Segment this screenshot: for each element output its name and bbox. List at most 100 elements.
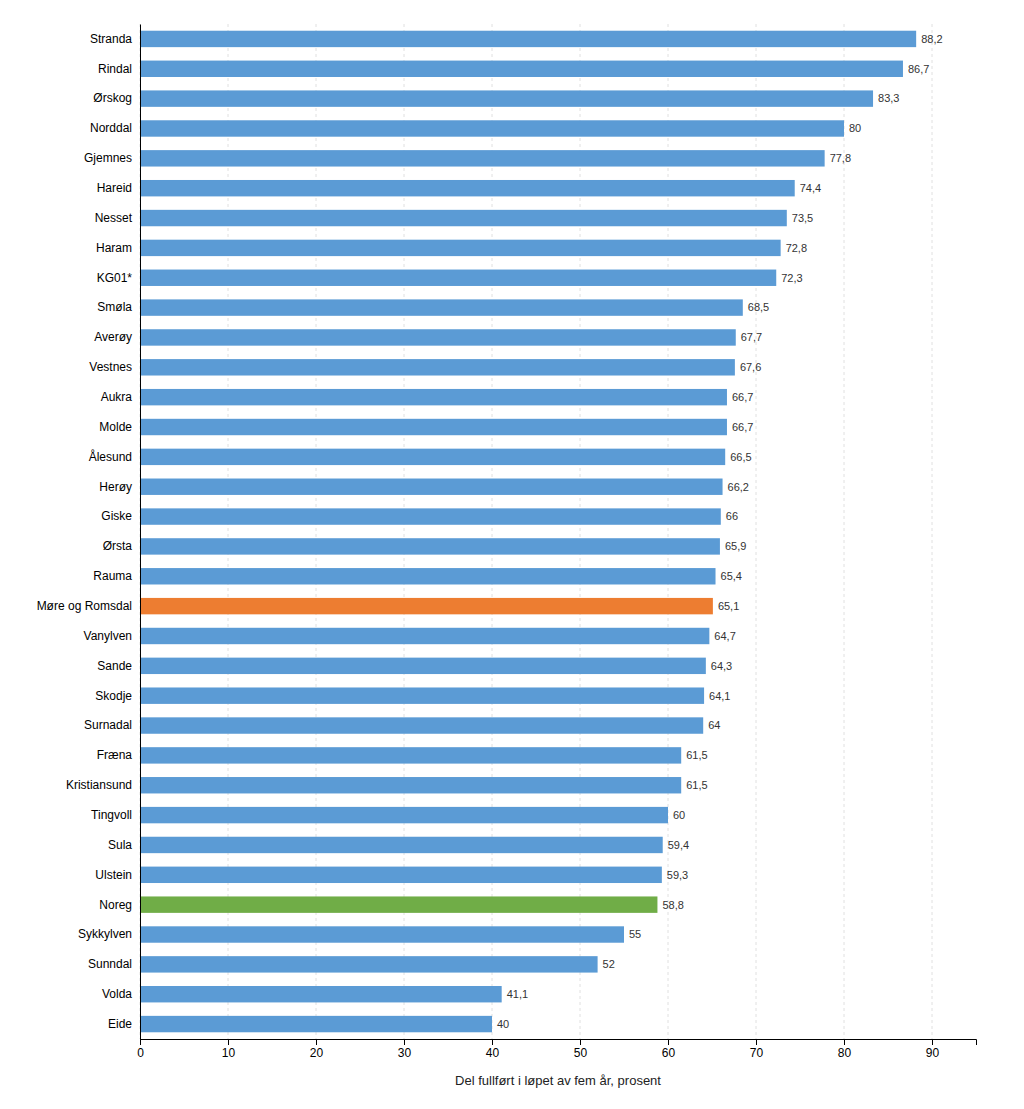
bar bbox=[140, 449, 725, 465]
x-axis: 0102030405060708090 bbox=[137, 1039, 976, 1060]
data-label: 66,7 bbox=[732, 391, 753, 403]
y-tick-label: Sunndal bbox=[88, 957, 132, 971]
y-tick: Ålesund bbox=[89, 449, 140, 464]
bar bbox=[140, 508, 721, 524]
y-tick: Sykkylven bbox=[78, 927, 140, 941]
x-tick: 90 bbox=[926, 1039, 940, 1060]
x-axis-title: Del fullført i løpet av fem år, prosent bbox=[455, 1073, 661, 1088]
y-tick: Haram bbox=[96, 241, 140, 255]
y-tick-label: Ulstein bbox=[95, 868, 132, 882]
data-label: 61,5 bbox=[686, 749, 707, 761]
data-label: 64,3 bbox=[711, 660, 732, 672]
y-tick-label: Haram bbox=[96, 241, 132, 255]
grid-line bbox=[668, 24, 669, 1039]
grid-line bbox=[580, 24, 581, 1039]
data-label: 66 bbox=[726, 510, 738, 522]
bar bbox=[140, 777, 681, 793]
y-tick: Vestnes bbox=[89, 360, 140, 374]
x-tick: 10 bbox=[222, 1039, 236, 1060]
data-label: 67,6 bbox=[740, 361, 761, 373]
data-label: 55 bbox=[629, 928, 641, 940]
bar bbox=[140, 628, 709, 644]
data-label: 73,5 bbox=[792, 212, 813, 224]
y-tick-label: Ålesund bbox=[89, 449, 132, 464]
y-tick-label: Tingvoll bbox=[91, 808, 132, 822]
x-tick-label: 30 bbox=[398, 1046, 412, 1060]
data-label: 61,5 bbox=[686, 779, 707, 791]
y-tick-label: Kristiansund bbox=[66, 778, 132, 792]
bar bbox=[140, 240, 781, 256]
grid bbox=[140, 24, 932, 1039]
x-tick-mark bbox=[844, 1039, 845, 1045]
data-label: 66,2 bbox=[728, 481, 749, 493]
y-tick: Aukra bbox=[101, 390, 140, 404]
x-tick-mark bbox=[580, 1039, 581, 1045]
data-label: 65,4 bbox=[721, 570, 742, 582]
y-tick-label: Rindal bbox=[98, 62, 132, 76]
y-tick-label: Sande bbox=[97, 659, 132, 673]
x-tick-label: 20 bbox=[310, 1046, 324, 1060]
y-axis-line bbox=[140, 25, 141, 1040]
y-tick: Hareid bbox=[97, 181, 140, 195]
data-label: 67,7 bbox=[741, 331, 762, 343]
x-tick: 30 bbox=[398, 1039, 412, 1060]
x-axis-line bbox=[141, 1040, 977, 1046]
y-tick: Noreg bbox=[99, 898, 140, 912]
y-tick: Eide bbox=[108, 1017, 140, 1031]
bar bbox=[140, 956, 598, 972]
x-tick-label: 80 bbox=[838, 1046, 852, 1060]
x-tick-label: 60 bbox=[662, 1046, 676, 1060]
y-tick-label: Nesset bbox=[95, 211, 133, 225]
data-label: 64,1 bbox=[709, 690, 730, 702]
x-tick: 70 bbox=[750, 1039, 764, 1060]
y-tick-label: Volda bbox=[102, 987, 132, 1001]
y-tick: Sunndal bbox=[88, 957, 140, 971]
y-tick: Rindal bbox=[98, 62, 140, 76]
y-tick: Fræna bbox=[97, 748, 140, 762]
x-tick-mark bbox=[316, 1039, 317, 1045]
grid-line bbox=[492, 24, 493, 1039]
y-tick-label: Norddal bbox=[90, 121, 132, 135]
y-tick-label: Vanylven bbox=[84, 629, 132, 643]
y-tick-label: Stranda bbox=[90, 32, 132, 46]
bar bbox=[140, 359, 735, 375]
y-tick-label: Skodje bbox=[95, 689, 132, 703]
y-tick-label: Aukra bbox=[101, 390, 133, 404]
bar bbox=[140, 329, 736, 345]
y-tick: KG01* bbox=[97, 271, 140, 285]
bar bbox=[140, 658, 706, 674]
grid-line bbox=[140, 24, 141, 1039]
bar bbox=[140, 568, 716, 584]
x-tick-mark bbox=[228, 1039, 229, 1045]
x-tick: 0 bbox=[137, 1039, 144, 1060]
data-label: 59,4 bbox=[668, 839, 689, 851]
data-label: 59,3 bbox=[667, 869, 688, 881]
y-tick: Molde bbox=[99, 420, 140, 434]
y-tick-label: Herøy bbox=[99, 480, 132, 494]
y-tick: Gjemnes bbox=[84, 151, 140, 165]
data-label: 65,1 bbox=[718, 600, 739, 612]
bars bbox=[140, 31, 916, 1033]
y-tick-label: Fræna bbox=[97, 748, 133, 762]
data-label: 65,9 bbox=[725, 540, 746, 552]
x-tick-mark bbox=[668, 1039, 669, 1045]
bar bbox=[140, 61, 903, 77]
y-tick-label: Ørsta bbox=[103, 539, 133, 553]
data-label: 58,8 bbox=[662, 899, 683, 911]
y-tick-label: Surnadal bbox=[84, 718, 132, 732]
bar bbox=[140, 210, 787, 226]
data-label: 80 bbox=[849, 122, 861, 134]
bar bbox=[140, 90, 873, 106]
y-tick: Møre og Romsdal bbox=[37, 599, 140, 613]
y-tick-label: Averøy bbox=[94, 330, 132, 344]
grid-line bbox=[404, 24, 405, 1039]
bar bbox=[140, 31, 916, 47]
x-tick-label: 0 bbox=[137, 1046, 144, 1060]
y-tick: Nesset bbox=[95, 211, 140, 225]
x-tick: 40 bbox=[486, 1039, 500, 1060]
x-tick: 80 bbox=[838, 1039, 852, 1060]
grid-line bbox=[228, 24, 229, 1039]
x-tick-label: 10 bbox=[222, 1046, 236, 1060]
x-tick-mark bbox=[404, 1039, 405, 1045]
y-tick: Surnadal bbox=[84, 718, 140, 732]
